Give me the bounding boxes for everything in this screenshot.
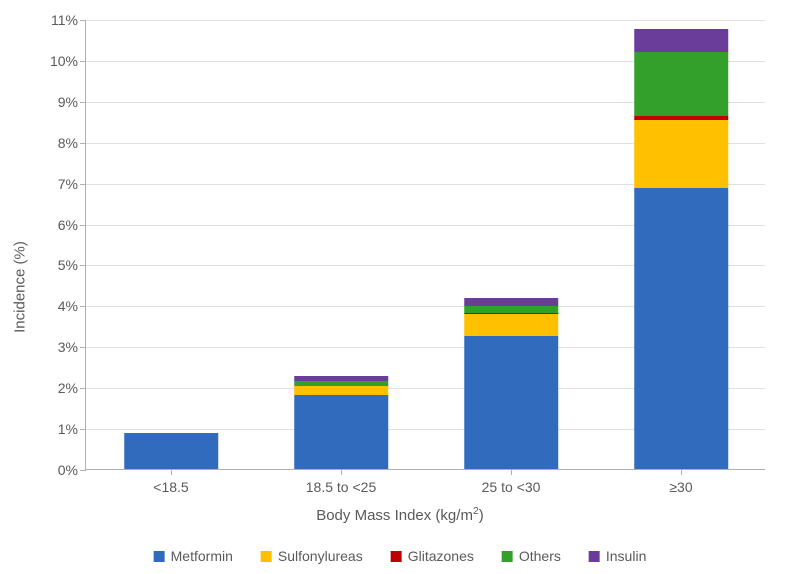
legend-item-glitazones: Glitazones [391, 548, 474, 564]
legend-label: Glitazones [408, 548, 474, 564]
bar-segment-metformin [124, 433, 218, 469]
y-tick-label: 1% [58, 421, 86, 437]
y-tick-label: 10% [50, 53, 86, 69]
legend-item-others: Others [502, 548, 561, 564]
bar [464, 298, 558, 469]
legend-swatch [154, 551, 165, 562]
chart-container: Incidence (%) 0%1%2%3%4%5%6%7%8%9%10%11%… [0, 0, 800, 574]
y-tick-label: 5% [58, 257, 86, 273]
bar-segment-sulfonylureas [634, 120, 728, 189]
legend-label: Insulin [606, 548, 646, 564]
gridline [86, 20, 765, 21]
bar-segment-metformin [294, 395, 388, 469]
legend-swatch [589, 551, 600, 562]
x-tick-label: 18.5 to <25 [306, 469, 376, 495]
x-tick-label: ≥30 [669, 469, 692, 495]
y-tick-label: 11% [51, 12, 86, 28]
legend-swatch [502, 551, 513, 562]
legend-label: Sulfonylureas [278, 548, 363, 564]
bar-segment-insulin [464, 298, 558, 306]
x-tick-label: <18.5 [153, 469, 188, 495]
legend-item-sulfonylureas: Sulfonylureas [261, 548, 363, 564]
bar [124, 433, 218, 469]
legend: Metformin Sulfonylureas Glitazones Others In… [154, 548, 647, 564]
bar-segment-metformin [634, 188, 728, 469]
y-tick-label: 0% [58, 462, 86, 478]
x-axis-label: Body Mass Index (kg/m2) [316, 505, 484, 524]
y-tick-label: 8% [58, 135, 86, 151]
bar-segment-metformin [464, 336, 558, 469]
legend-swatch [391, 551, 402, 562]
bar-segment-sulfonylureas [464, 314, 558, 335]
legend-item-metformin: Metformin [154, 548, 233, 564]
legend-swatch [261, 551, 272, 562]
y-axis-label: Incidence (%) [12, 241, 29, 333]
bar-segment-others [634, 52, 728, 117]
y-tick-label: 4% [58, 298, 86, 314]
legend-label: Others [519, 548, 561, 564]
legend-item-insulin: Insulin [589, 548, 646, 564]
bar [294, 376, 388, 469]
y-tick-label: 9% [58, 94, 86, 110]
y-tick-label: 3% [58, 339, 86, 355]
bar [634, 29, 728, 469]
y-tick-label: 6% [58, 217, 86, 233]
legend-label: Metformin [171, 548, 233, 564]
plot-area: 0%1%2%3%4%5%6%7%8%9%10%11%<18.518.5 to <… [85, 20, 765, 470]
bar-segment-insulin [634, 29, 728, 52]
bar-segment-sulfonylureas [294, 386, 388, 395]
x-tick-label: 25 to <30 [482, 469, 541, 495]
y-tick-label: 7% [58, 176, 86, 192]
y-tick-label: 2% [58, 380, 86, 396]
